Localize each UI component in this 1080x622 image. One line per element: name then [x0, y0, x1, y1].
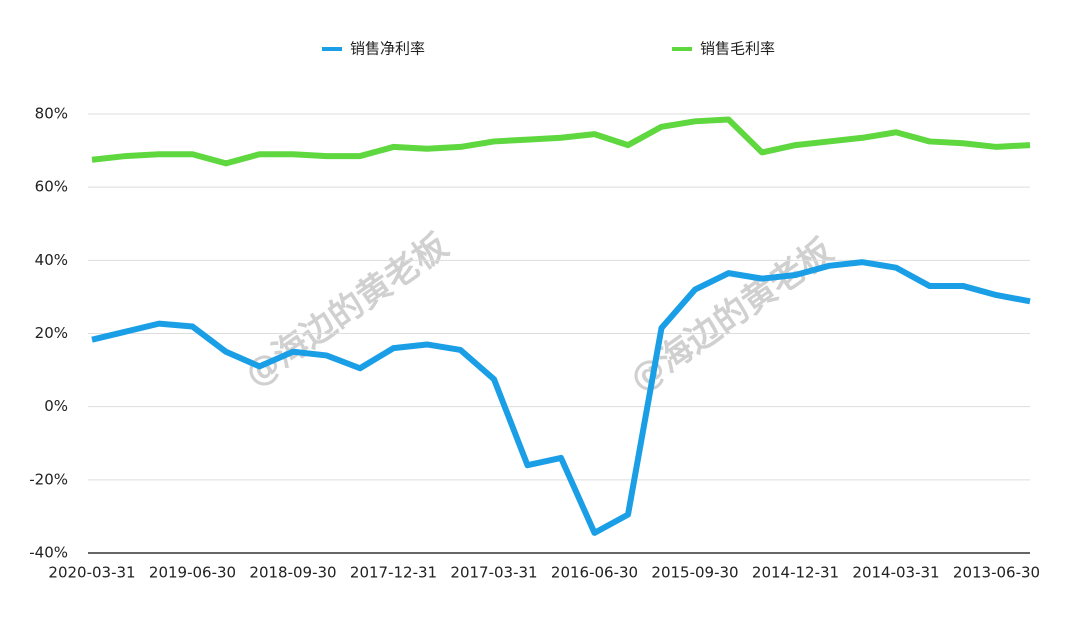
x-tick-label: 2018-09-30: [249, 564, 336, 582]
y-tick-label: -40%: [29, 544, 68, 562]
y-tick-label: 40%: [35, 251, 68, 269]
y-tick-label: 20%: [35, 324, 68, 342]
series-line: [91, 116, 1031, 167]
x-tick-label: 2014-03-31: [852, 564, 939, 582]
x-tick-label: 2014-12-31: [752, 564, 839, 582]
x-tick-label: 2013-06-30: [953, 564, 1040, 582]
x-tick-label: 2019-06-30: [149, 564, 236, 582]
x-tick-label: 2020-03-31: [48, 564, 135, 582]
legend-label: 销售毛利率: [700, 40, 775, 58]
x-tick-label: 2017-03-31: [450, 564, 537, 582]
y-tick-label: 0%: [44, 397, 68, 415]
x-tick-label: 2015-09-30: [651, 564, 738, 582]
watermark: @海边的黄老板: [238, 226, 456, 395]
x-tick-label: 2017-12-31: [350, 564, 437, 582]
legend-label: 销售净利率: [350, 40, 425, 58]
y-tick-label: 80%: [35, 105, 68, 123]
x-tick-label: 2016-06-30: [551, 564, 638, 582]
series-line: [91, 259, 1031, 536]
y-tick-label: -20%: [29, 470, 68, 488]
y-tick-label: 60%: [35, 178, 68, 196]
